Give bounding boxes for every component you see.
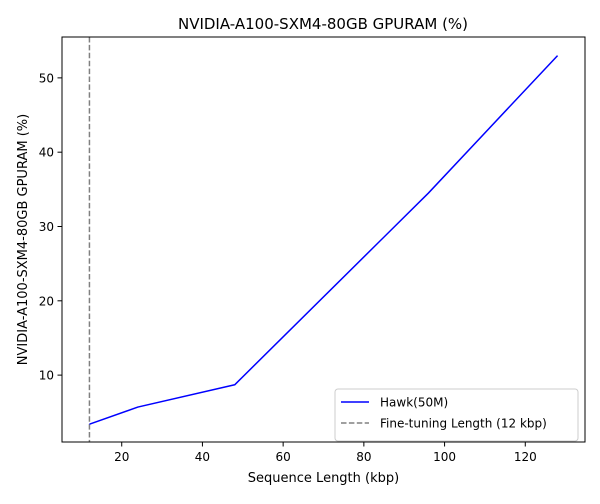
- y-tick-label-1: 20: [39, 294, 54, 308]
- x-tick-label-0: 20: [114, 450, 129, 464]
- x-tick-label-4: 100: [433, 450, 456, 464]
- legend-box: [334, 388, 579, 442]
- legend-label-0: Hawk(50M): [380, 396, 448, 410]
- y-tick-label-3: 40: [39, 146, 54, 160]
- y-tick-label-0: 10: [39, 369, 54, 383]
- chart-title: NVIDIA-A100-SXM4-80GB GPURAM (%): [178, 15, 468, 33]
- y-axis-label: NVIDIA-A100-SXM4-80GB GPURAM (%): [16, 114, 31, 365]
- x-tick-label-3: 80: [356, 450, 371, 464]
- x-axis-ticks: 20 40 60 80 100 120: [114, 442, 537, 464]
- plot-area: [88, 37, 559, 442]
- x-tick-label-2: 60: [276, 450, 291, 464]
- legend: Hawk(50M) Fine-tuning Length (12 kbp): [334, 388, 579, 442]
- series-line-0: [89, 55, 559, 425]
- y-tick-label-2: 30: [39, 220, 54, 234]
- legend-label-1: Fine-tuning Length (12 kbp): [380, 417, 547, 431]
- x-tick-label-5: 120: [514, 450, 537, 464]
- axes-frame: [61, 36, 586, 443]
- y-tick-label-4: 50: [39, 71, 54, 85]
- y-axis-ticks: 10 20 30 40 50: [39, 71, 62, 383]
- x-tick-label-1: 40: [195, 450, 210, 464]
- x-axis-label: Sequence Length (kbp): [248, 471, 399, 486]
